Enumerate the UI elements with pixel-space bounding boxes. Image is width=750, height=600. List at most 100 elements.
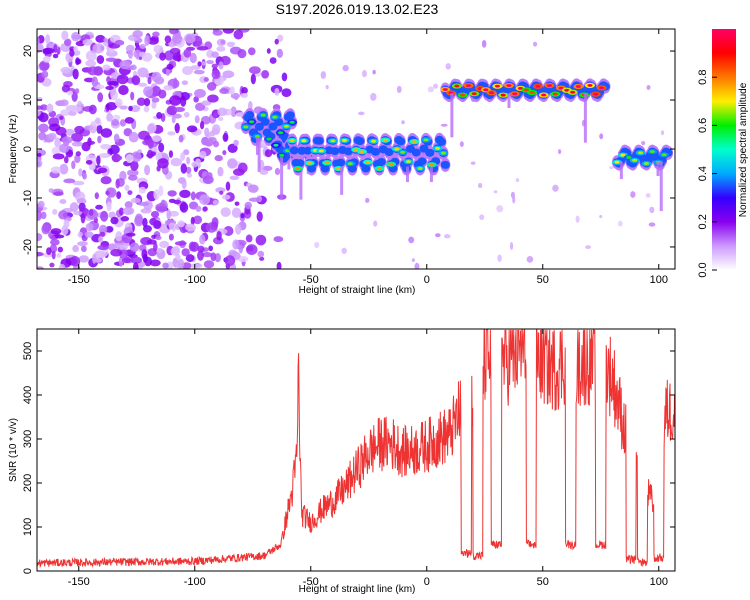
noise-blob (143, 86, 154, 97)
noise-blob (50, 228, 62, 235)
noise-blob (168, 222, 176, 231)
noise-blob (585, 245, 592, 250)
ridge-streak (299, 156, 303, 200)
noise-blob (414, 262, 420, 269)
ridge-streak (507, 93, 511, 109)
noise-blob (244, 201, 253, 209)
noise-blob (106, 113, 113, 122)
ridge-peak-center (260, 113, 266, 117)
ridge-peak-center (272, 115, 278, 119)
noise-blob (264, 149, 273, 158)
noise-blob (85, 60, 97, 67)
noise-blob (153, 242, 158, 252)
noise-blob (75, 151, 82, 157)
noise-blob (118, 256, 124, 267)
noise-blob (216, 230, 222, 241)
noise-blob (648, 222, 656, 227)
noise-blob (37, 152, 42, 158)
noise-blob (61, 30, 69, 41)
noise-blob (74, 88, 80, 94)
ridge-streak (659, 161, 663, 211)
noise-blob (158, 142, 165, 153)
ridge-peak-center (523, 88, 529, 92)
noise-blob (234, 95, 239, 101)
noise-blob (609, 166, 614, 170)
noise-blob (157, 158, 169, 169)
noise-blob (144, 35, 150, 46)
noise-blob (134, 213, 143, 225)
noise-blob (211, 124, 221, 135)
noise-blob (108, 144, 120, 155)
noise-blob (320, 71, 327, 79)
noise-blob (220, 39, 226, 45)
noise-blob (408, 236, 415, 244)
ridge-core (285, 111, 295, 120)
y-tick-label: 100 (22, 518, 34, 536)
noise-blob (136, 97, 146, 106)
noise-blob (158, 185, 164, 197)
noise-blob (95, 117, 101, 124)
noise-blob (37, 96, 43, 102)
ridge-core (411, 148, 421, 157)
ridge-peak-center (318, 149, 324, 153)
noise-blob (64, 128, 75, 136)
noise-blob (218, 116, 224, 122)
noise-blob (85, 50, 97, 62)
noise-blob (151, 71, 162, 83)
noise-blob (37, 210, 42, 221)
noise-blob (181, 248, 190, 257)
ridge-peak-center (638, 151, 644, 155)
ridge-peak-center (471, 92, 477, 96)
spectrogram-plot-area (37, 29, 674, 269)
noise-blob (183, 111, 190, 118)
noise-blob (199, 234, 206, 245)
ridge-core (436, 137, 446, 146)
noise-blob (153, 44, 164, 54)
noise-blob (281, 72, 288, 82)
noise-blob (100, 210, 109, 222)
ridge-streak (255, 137, 259, 155)
ridge-core (376, 157, 386, 166)
ridge-peak-center (494, 84, 500, 88)
noise-blob (151, 100, 157, 109)
noise-blob (171, 115, 176, 124)
ridge-peak-center (460, 93, 466, 97)
ridge-streak (257, 137, 261, 172)
noise-blob (341, 247, 347, 254)
ridge-peak-center (254, 135, 260, 138)
noise-blob (180, 163, 187, 174)
noise-blob (552, 184, 559, 192)
colorbar-label: Normalized spectral amplitude (738, 82, 749, 217)
ridge-core (303, 146, 313, 155)
noise-blob (185, 166, 192, 174)
noise-blob (211, 51, 219, 58)
noise-blob (146, 149, 154, 159)
noise-blob (197, 250, 204, 261)
colorbar-tick-label: 0.6 (697, 118, 709, 133)
noise-blob (76, 197, 87, 205)
ridge-peak-center (435, 146, 441, 150)
noise-blob (119, 244, 128, 250)
noise-blob (496, 204, 504, 213)
ridge-peak-center (632, 158, 638, 162)
noise-blob (52, 153, 65, 160)
noise-blob (92, 253, 97, 264)
noise-blob (37, 251, 44, 257)
ridge-peak-center (394, 147, 400, 151)
noise-blob (177, 258, 185, 269)
noise-blob (165, 68, 171, 76)
colorbar-gradient (712, 29, 736, 270)
ridge-peak-center (440, 151, 446, 155)
y-tick-label: 500 (22, 342, 34, 360)
noise-blob (46, 103, 54, 113)
noise-blob (37, 36, 40, 46)
ridge-peak-center (411, 140, 417, 144)
ridge-peak-center (454, 84, 460, 88)
noise-blob (41, 224, 51, 235)
colorbar-tick-label: 0.8 (697, 70, 709, 85)
noise-blob (222, 70, 235, 79)
noise-blob (107, 80, 119, 87)
noise-blob (152, 31, 160, 37)
noise-blob (112, 114, 121, 121)
noise-blob (98, 235, 104, 243)
